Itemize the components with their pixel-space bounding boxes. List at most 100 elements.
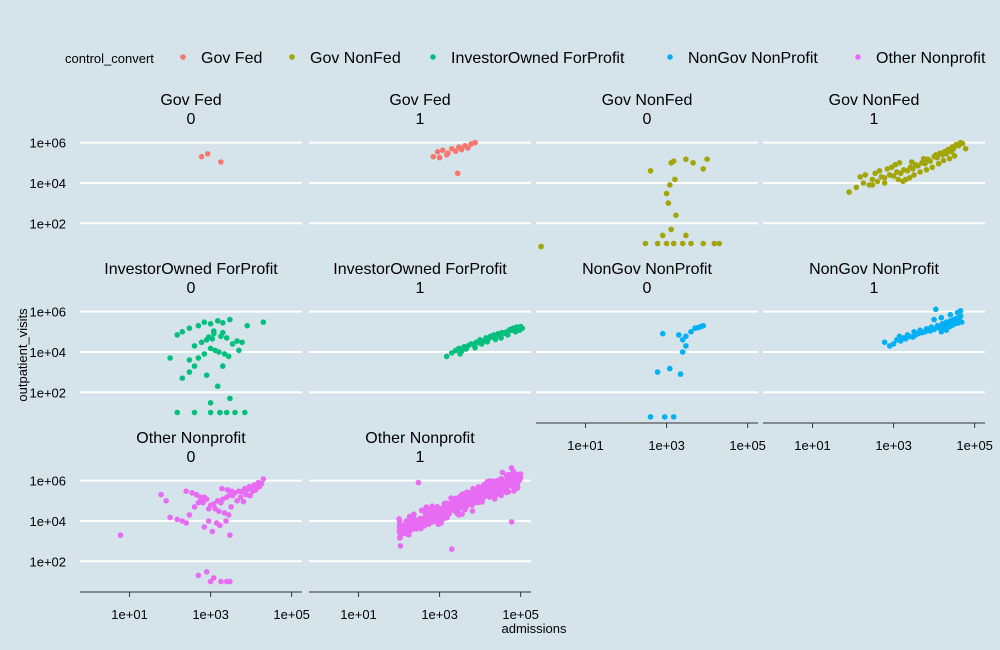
- data-point: [191, 363, 198, 369]
- data-point: [923, 167, 930, 173]
- legend-key: [855, 54, 861, 60]
- data-point: [504, 332, 511, 338]
- y-tick-label: 1e+02: [29, 385, 66, 400]
- data-point: [430, 153, 437, 160]
- data-point: [935, 324, 942, 331]
- data-point: [406, 513, 413, 520]
- facet-subtitle: 0: [187, 449, 196, 466]
- data-point: [216, 349, 222, 355]
- data-point: [204, 151, 211, 157]
- data-point: [472, 139, 478, 146]
- data-point: [670, 414, 677, 420]
- data-point: [928, 324, 935, 330]
- data-point: [234, 498, 240, 504]
- data-point: [443, 505, 450, 512]
- data-point: [244, 322, 250, 329]
- data-point: [459, 511, 465, 517]
- data-point: [179, 329, 186, 335]
- facet-subtitle: 1: [416, 449, 425, 466]
- data-point: [938, 314, 945, 321]
- data-point: [700, 166, 706, 172]
- data-point: [197, 494, 203, 501]
- x-tick-label: 1e+05: [956, 438, 993, 453]
- facet-panel: NonGov NonProfit 1: [763, 261, 985, 394]
- legend-label: Other Nonprofit: [876, 50, 986, 67]
- data-point: [923, 326, 930, 332]
- data-point: [430, 515, 437, 521]
- data-point: [443, 353, 450, 360]
- data-point: [654, 240, 661, 247]
- x-tick-label: 1e+03: [648, 438, 685, 453]
- x-tick-label: 1e+03: [875, 438, 912, 453]
- data-point: [429, 503, 435, 510]
- data-point: [668, 226, 674, 233]
- facet-subtitle: 0: [643, 111, 652, 128]
- data-point: [700, 322, 706, 329]
- data-point: [218, 578, 224, 585]
- data-point: [434, 149, 441, 155]
- point-group: [846, 139, 969, 195]
- data-point: [457, 351, 463, 357]
- data-point: [517, 327, 523, 334]
- data-point: [397, 529, 403, 536]
- data-point: [514, 481, 520, 488]
- facet-title: Other Nonprofit: [365, 430, 475, 447]
- data-point: [670, 240, 677, 247]
- facet-subtitle: 1: [416, 280, 425, 297]
- data-point: [538, 243, 544, 250]
- data-point: [218, 159, 224, 165]
- data-point: [869, 176, 876, 183]
- data-point: [225, 512, 232, 518]
- data-point: [667, 365, 673, 372]
- data-point: [493, 478, 500, 485]
- y-tick-label: 1e+04: [29, 514, 66, 529]
- y-tick-label: 1e+04: [29, 345, 66, 360]
- data-point: [906, 175, 913, 181]
- data-point: [479, 341, 485, 347]
- data-point: [201, 319, 208, 326]
- legend-label: Gov Fed: [201, 50, 262, 67]
- data-point: [946, 155, 953, 162]
- facet-panel: NonGov NonProfit 0: [536, 261, 758, 420]
- data-point: [647, 168, 654, 174]
- data-point: [908, 159, 915, 165]
- data-point: [493, 486, 499, 493]
- data-point: [935, 160, 942, 167]
- data-point: [946, 322, 952, 329]
- data-point: [663, 190, 670, 197]
- data-point: [186, 512, 193, 518]
- point-group: [538, 156, 723, 250]
- data-point: [167, 514, 173, 521]
- y-axis-title: outpatient_visits: [15, 308, 30, 402]
- data-point: [487, 493, 493, 500]
- data-point: [508, 465, 515, 471]
- data-point: [911, 172, 917, 178]
- data-point: [463, 501, 470, 508]
- data-point: [896, 160, 903, 166]
- data-point: [191, 409, 198, 416]
- data-point: [242, 409, 248, 416]
- data-point: [683, 156, 689, 162]
- data-point: [223, 409, 230, 416]
- point-group: [198, 151, 224, 165]
- data-point: [207, 409, 214, 416]
- data-point: [700, 240, 706, 247]
- data-point: [931, 316, 937, 323]
- data-point: [158, 491, 164, 498]
- data-point: [207, 321, 214, 327]
- y-tick-label: 1e+02: [29, 554, 66, 569]
- x-tick-label: 1e+05: [502, 607, 539, 622]
- facet-panel: Other Nonprofit 1: [309, 430, 531, 563]
- data-point: [491, 496, 498, 502]
- data-point: [481, 487, 488, 494]
- data-point: [224, 487, 231, 493]
- data-point: [436, 505, 442, 512]
- data-point: [205, 334, 212, 340]
- legend: control_convert Gov Fed Gov NonFed Investor…: [65, 50, 986, 67]
- data-point: [683, 343, 689, 349]
- data-point: [221, 510, 228, 516]
- data-point: [679, 349, 686, 355]
- data-point: [227, 578, 233, 585]
- x-tick-label: 1e+01: [567, 438, 604, 453]
- data-point: [247, 492, 253, 499]
